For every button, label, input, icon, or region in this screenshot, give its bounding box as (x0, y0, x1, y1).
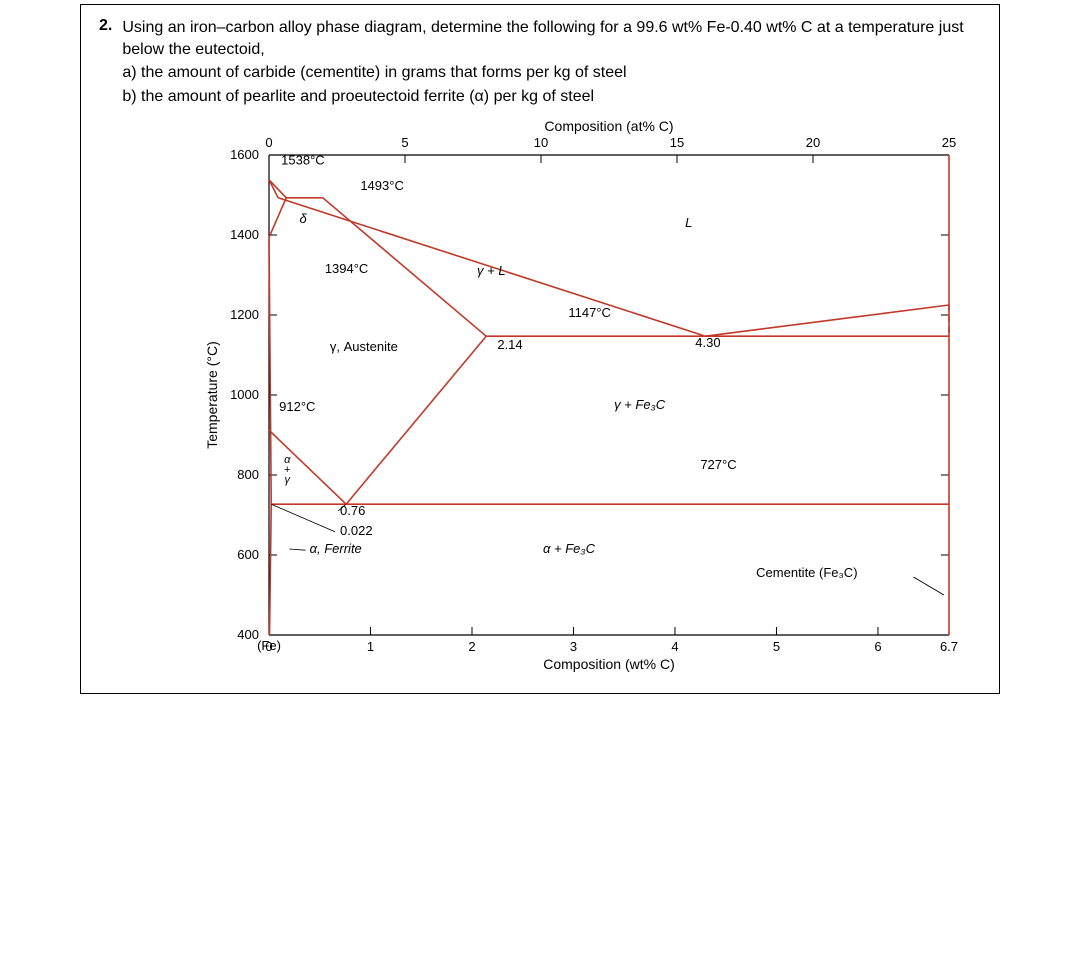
svg-text:2.14: 2.14 (497, 337, 522, 352)
question-part-b: b) the amount of pearlite and proeutecto… (122, 86, 981, 108)
svg-text:1394°C: 1394°C (325, 261, 369, 276)
svg-text:Cementite (Fe₃C): Cementite (Fe₃C) (756, 565, 857, 580)
question-block: 2. Using an iron–carbon alloy phase diag… (99, 17, 981, 107)
svg-text:Composition (at% C): Composition (at% C) (544, 118, 673, 134)
phase-diagram-chart: 4006008001000120014001600Temperature (°C… (159, 115, 979, 675)
svg-text:5: 5 (773, 639, 780, 654)
svg-text:15: 15 (670, 135, 684, 150)
svg-text:0.76: 0.76 (340, 503, 365, 518)
svg-text:Temperature (°C): Temperature (°C) (204, 342, 220, 450)
svg-text:γ + Fe₃C: γ + Fe₃C (614, 397, 666, 412)
svg-text:1147°C: 1147°C (568, 305, 611, 320)
svg-text:1600: 1600 (230, 147, 259, 162)
question-body: Using an iron–carbon alloy phase diagram… (122, 17, 981, 107)
svg-text:α + Fe₃C: α + Fe₃C (543, 541, 596, 556)
svg-text:1000: 1000 (230, 387, 259, 402)
question-part-a: a) the amount of carbide (cementite) in … (122, 62, 981, 84)
svg-text:10: 10 (534, 135, 548, 150)
svg-text:γ + L: γ + L (477, 263, 506, 278)
question-stem: Using an iron–carbon alloy phase diagram… (122, 17, 981, 60)
svg-text:727°C: 727°C (700, 457, 736, 472)
svg-text:δ: δ (299, 211, 307, 226)
svg-text:6.7: 6.7 (940, 639, 958, 654)
svg-text:800: 800 (237, 467, 259, 482)
svg-text:0: 0 (265, 135, 272, 150)
page-container: 2. Using an iron–carbon alloy phase diag… (80, 4, 1000, 694)
svg-text:3: 3 (570, 639, 577, 654)
svg-text:912°C: 912°C (279, 399, 315, 414)
question-number: 2. (99, 17, 112, 107)
svg-text:Composition (wt% C): Composition (wt% C) (543, 656, 674, 672)
svg-text:1: 1 (367, 639, 374, 654)
svg-text:1200: 1200 (230, 307, 259, 322)
svg-text:1493°C: 1493°C (360, 179, 404, 194)
svg-text:L: L (685, 215, 692, 230)
svg-text:5: 5 (401, 135, 408, 150)
svg-text:400: 400 (237, 627, 259, 642)
svg-text:1400: 1400 (230, 227, 259, 242)
svg-text:6: 6 (874, 639, 881, 654)
svg-text:20: 20 (806, 135, 820, 150)
svg-text:600: 600 (237, 547, 259, 562)
svg-text:(Fe): (Fe) (257, 639, 281, 654)
svg-text:γ, Austenite: γ, Austenite (330, 339, 398, 354)
svg-text:1538°C: 1538°C (281, 153, 325, 168)
svg-text:4: 4 (671, 639, 678, 654)
svg-text:0.022: 0.022 (340, 523, 373, 538)
phase-diagram-svg: 4006008001000120014001600Temperature (°C… (159, 115, 979, 675)
svg-text:2: 2 (468, 639, 475, 654)
svg-text:α, Ferrite: α, Ferrite (310, 541, 362, 556)
svg-text:4.30: 4.30 (695, 335, 720, 350)
svg-text:25: 25 (942, 135, 956, 150)
